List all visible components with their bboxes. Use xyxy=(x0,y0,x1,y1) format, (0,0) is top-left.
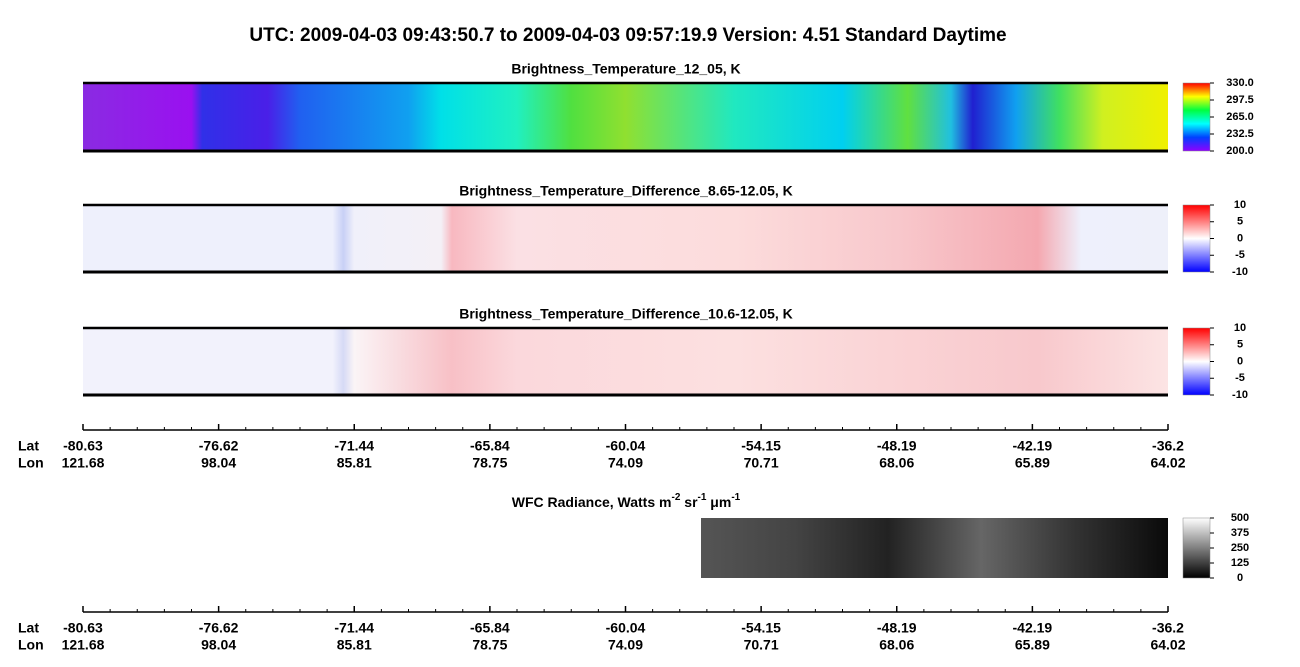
lon-tick-label: 65.89 xyxy=(1015,637,1050,653)
colorbar-tick-label: 0 xyxy=(1237,355,1243,367)
lon-tick-label: 98.04 xyxy=(201,637,236,653)
lat-tick-label: -48.19 xyxy=(877,438,917,454)
title-part: -2 xyxy=(671,492,680,503)
colorbar-tick-label: 0 xyxy=(1237,572,1243,584)
lon-tick-label: 85.81 xyxy=(337,637,372,653)
colorbar-tick-label: 375 xyxy=(1231,527,1249,539)
title-part: -1 xyxy=(698,492,707,503)
title-part: WFC Radiance, Watts m xyxy=(512,494,672,510)
panel-title: WFC Radiance, Watts m-2 sr-1 μm-1 xyxy=(512,492,741,510)
lat-tick-label: -48.19 xyxy=(877,620,917,636)
colorbar-tick-label: 297.5 xyxy=(1226,94,1254,106)
colorbar-tick-label: 5 xyxy=(1237,216,1243,228)
image-strip xyxy=(701,518,1168,578)
lat-tick-label: -54.15 xyxy=(741,620,781,636)
lat-label: Lat xyxy=(18,438,39,454)
colorbar xyxy=(1182,517,1211,579)
colorbar-tick-label: 125 xyxy=(1231,557,1249,569)
lat-tick-label: -60.04 xyxy=(606,620,646,636)
lon-tick-label: 78.75 xyxy=(472,455,507,471)
lon-tick-label: 121.68 xyxy=(62,637,105,653)
colorbar-tick-label: -5 xyxy=(1235,249,1245,261)
panel-title: Brightness_Temperature_Difference_8.65-1… xyxy=(459,183,793,199)
lat-tick-label: -76.62 xyxy=(199,438,239,454)
lon-tick-label: 78.75 xyxy=(472,637,507,653)
lat-tick-label: -80.63 xyxy=(63,620,103,636)
colorbar-tick-label: 265.0 xyxy=(1226,111,1254,123)
lon-tick-label: 64.02 xyxy=(1150,637,1185,653)
colorbar-tick-label: 330.0 xyxy=(1226,77,1254,89)
lat-tick-label: -65.84 xyxy=(470,438,510,454)
title-part: μm xyxy=(706,494,731,510)
lon-tick-label: 121.68 xyxy=(62,455,105,471)
lat-tick-label: -76.62 xyxy=(199,620,239,636)
colorbar-tick-label: 10 xyxy=(1234,322,1246,334)
lon-tick-label: 65.89 xyxy=(1015,455,1050,471)
colorbar-tick-label: 200.0 xyxy=(1226,145,1254,157)
colorbar-tick-label: -5 xyxy=(1235,372,1245,384)
lon-tick-label: 64.02 xyxy=(1150,455,1185,471)
colorbar xyxy=(1182,327,1211,396)
panel-title: Brightness_Temperature_Difference_10.6-1… xyxy=(459,306,793,322)
colorbar-tick-label: -10 xyxy=(1232,266,1248,278)
colorbar-tick-label: 0 xyxy=(1237,232,1243,244)
lon-label: Lon xyxy=(18,455,44,471)
colorbar-tick-label: 232.5 xyxy=(1226,128,1254,140)
colorbar-tick-label: 500 xyxy=(1231,512,1249,524)
image-strip xyxy=(83,83,1168,151)
image-strip xyxy=(83,328,1168,395)
page-title: UTC: 2009-04-03 09:43:50.7 to 2009-04-03… xyxy=(249,25,1006,46)
lat-tick-label: -36.2 xyxy=(1152,620,1184,636)
colorbar-tick-label: 250 xyxy=(1231,542,1249,554)
lon-tick-label: 68.06 xyxy=(879,455,914,471)
lon-tick-label: 85.81 xyxy=(337,455,372,471)
lat-tick-label: -80.63 xyxy=(63,438,103,454)
lat-label: Lat xyxy=(18,620,39,636)
lat-tick-label: -65.84 xyxy=(470,620,510,636)
colorbar-tick-label: 10 xyxy=(1234,199,1246,211)
colorbar xyxy=(1182,204,1211,273)
lat-tick-label: -54.15 xyxy=(741,438,781,454)
lat-tick-label: -71.44 xyxy=(334,620,374,636)
panel-title: Brightness_Temperature_12_05, K xyxy=(511,61,740,77)
lon-tick-label: 68.06 xyxy=(879,637,914,653)
colorbar-tick-label: -10 xyxy=(1232,389,1248,401)
lon-tick-label: 98.04 xyxy=(201,455,236,471)
title-part: -1 xyxy=(731,492,740,503)
lat-tick-label: -42.19 xyxy=(1013,438,1053,454)
lon-tick-label: 70.71 xyxy=(744,455,779,471)
title-part: sr xyxy=(680,494,698,510)
image-strip xyxy=(83,205,1168,272)
colorbar xyxy=(1182,82,1211,152)
lon-label: Lon xyxy=(18,637,44,653)
colorbar-tick-label: 5 xyxy=(1237,339,1243,351)
lat-tick-label: -71.44 xyxy=(334,438,374,454)
lon-tick-label: 74.09 xyxy=(608,637,643,653)
lon-tick-label: 70.71 xyxy=(744,637,779,653)
lon-tick-label: 74.09 xyxy=(608,455,643,471)
lat-tick-label: -60.04 xyxy=(606,438,646,454)
lat-tick-label: -42.19 xyxy=(1013,620,1053,636)
lat-tick-label: -36.2 xyxy=(1152,438,1184,454)
